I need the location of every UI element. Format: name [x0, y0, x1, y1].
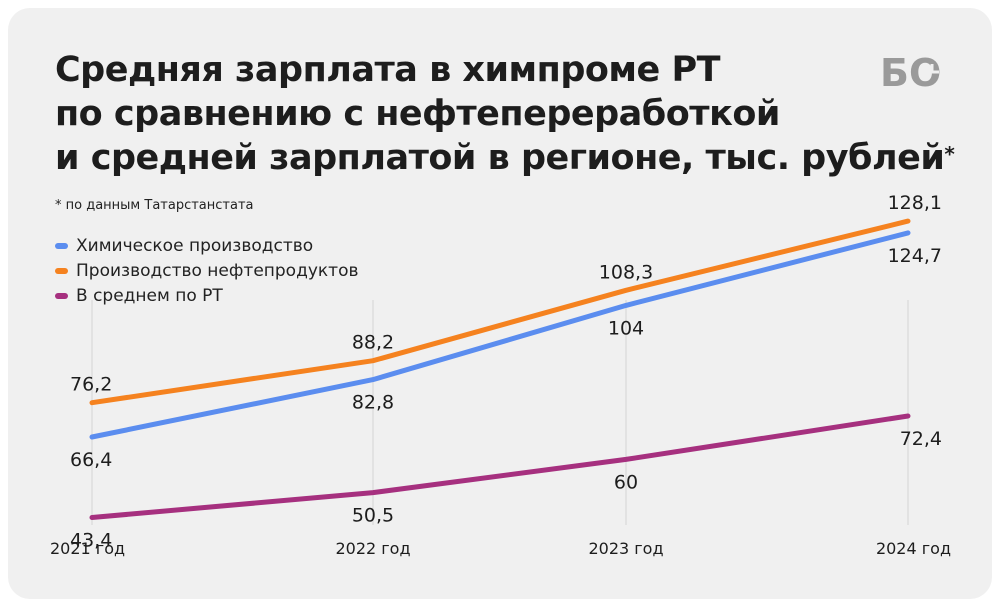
- data-label-chemical-2: 104: [608, 317, 644, 339]
- x-tick-label-2: 2023 год: [588, 539, 663, 558]
- legend-label-average: В среднем по РТ: [76, 285, 223, 306]
- data-label-average-1: 50,5: [352, 505, 394, 527]
- data-label-chemical-0: 66,4: [70, 449, 112, 471]
- legend-label-chemical: Химическое производство: [76, 235, 314, 256]
- data-label-chemical-3: 124,7: [888, 245, 942, 267]
- legend-swatch-oil: [55, 267, 68, 274]
- data-label-oil-1: 88,2: [352, 332, 394, 354]
- legend-item-oil: Производство нефтепродуктов: [55, 258, 359, 283]
- chart-card: [8, 8, 992, 599]
- legend-item-chemical: Химическое производство: [55, 233, 359, 258]
- legend-item-average: В среднем по РТ: [55, 283, 359, 308]
- title-line-1: Средняя зарплата в химпроме РТ: [55, 50, 720, 90]
- data-label-oil-3: 128,1: [888, 192, 942, 214]
- data-label-average-2: 60: [614, 471, 638, 493]
- chart-title: Средняя зарплата в химпроме РТ по сравне…: [55, 48, 955, 180]
- x-tick-label-1: 2022 год: [335, 539, 410, 558]
- legend-swatch-chemical: [55, 242, 68, 249]
- legend-label-oil: Производство нефтепродуктов: [76, 260, 359, 281]
- series-line-oil: [89, 218, 911, 406]
- title-footnote-mark: *: [944, 142, 955, 166]
- legend-swatch-average: [55, 292, 68, 299]
- series-line-average: [89, 413, 911, 520]
- data-label-chemical-1: 82,8: [352, 392, 394, 414]
- data-label-average-0: 43,4: [70, 530, 112, 552]
- title-line-3-text: и средней зарплатой в регионе, тыс. рубл…: [55, 138, 945, 178]
- data-label-oil-2: 108,3: [599, 261, 653, 283]
- x-tick-label-3: 2024 год: [876, 539, 951, 558]
- title-line-3: и средней зарплатой в регионе, тыс. рубл…: [55, 136, 955, 180]
- x-tick-label-0: 2021 год: [50, 539, 125, 558]
- data-label-average-3: 72,4: [900, 428, 942, 450]
- series-line-chemical: [89, 230, 911, 440]
- legend: Химическое производство Производство неф…: [55, 233, 359, 308]
- bo-logo-icon: БО: [880, 52, 941, 92]
- title-line-2: по сравнению с нефтепереработкой: [55, 94, 780, 134]
- data-label-oil-0: 76,2: [70, 374, 112, 396]
- footnote: * по данным Татарстанстата: [55, 198, 254, 213]
